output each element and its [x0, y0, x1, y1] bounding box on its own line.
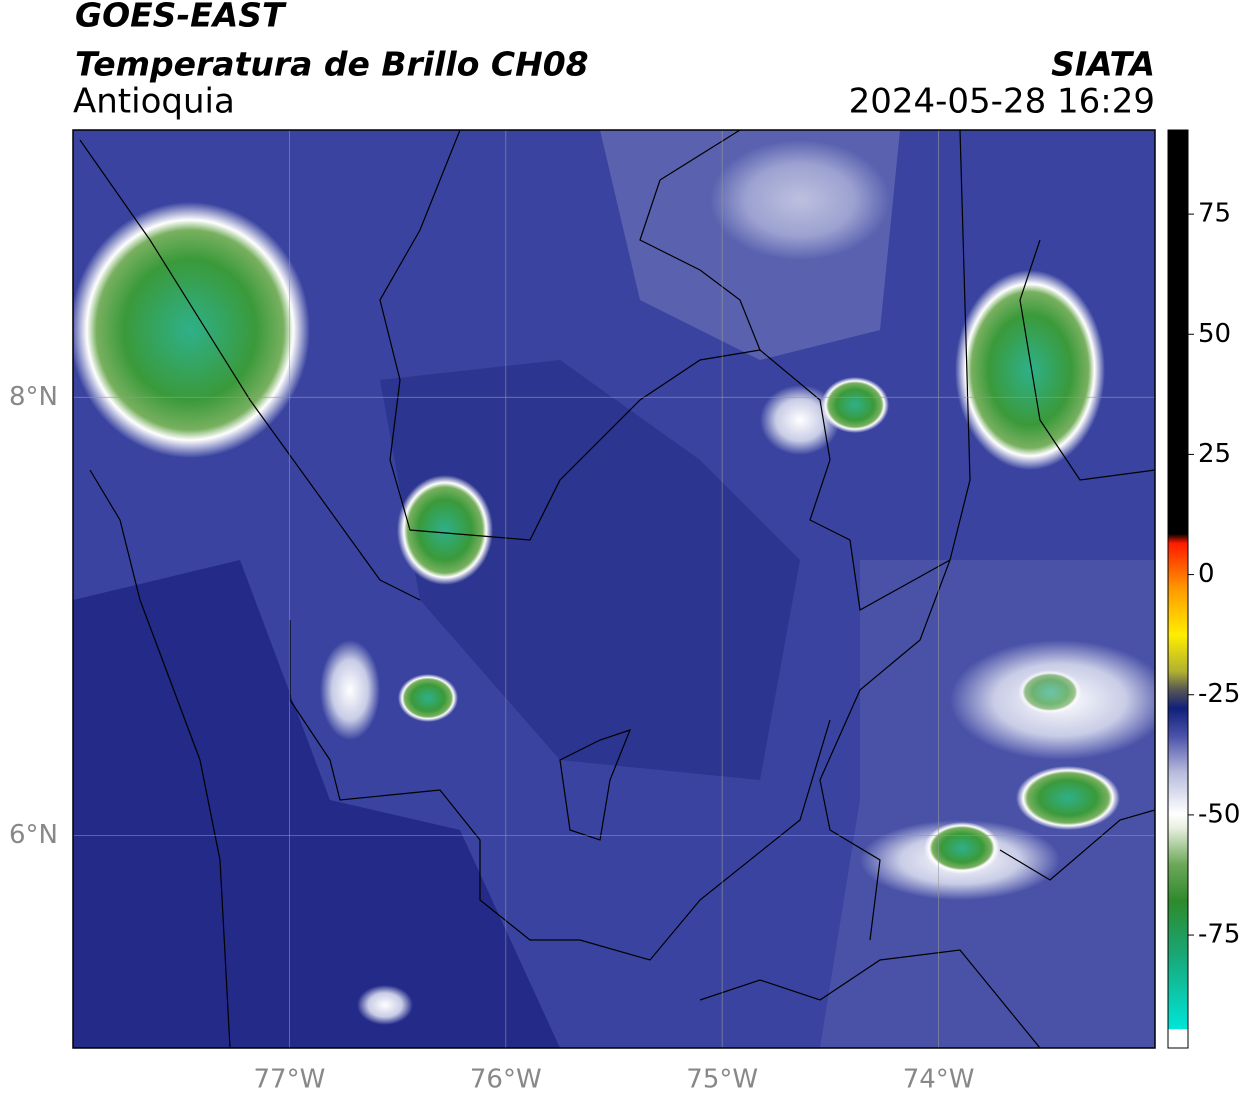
- x-tick-label: 76°W: [470, 1065, 542, 1095]
- colorbar-tick-label: 75: [1198, 199, 1231, 229]
- y-tick-label: 8°N: [9, 382, 58, 412]
- colorbar-tick-label: -75: [1198, 920, 1240, 950]
- colorbar-tick-label: 0: [1198, 559, 1215, 589]
- x-tick-label: 74°W: [903, 1065, 975, 1095]
- agency: SIATA: [1051, 45, 1155, 84]
- x-tick-label: 77°W: [254, 1065, 326, 1095]
- region: Antioquia: [73, 82, 235, 122]
- colorbar: [1167, 129, 1189, 1049]
- y-tick-label: 6°N: [9, 820, 58, 850]
- borders: [79, 130, 1155, 1048]
- map-field: [73, 130, 1155, 1048]
- colorbar-tick-label: -25: [1198, 679, 1240, 709]
- satellite: GOES-EAST: [75, 0, 287, 35]
- product: Temperatura de Brillo CH08: [75, 45, 589, 84]
- colorbar-tick-label: 50: [1198, 319, 1231, 349]
- datetime: 2024-05-28 16:29: [849, 82, 1155, 122]
- map-frame: [72, 129, 1156, 1049]
- grid: [73, 130, 1155, 1048]
- colorbar-tick-label: 25: [1198, 439, 1231, 469]
- x-tick-label: 75°W: [686, 1065, 758, 1095]
- colorbar-tick-label: -50: [1198, 799, 1240, 829]
